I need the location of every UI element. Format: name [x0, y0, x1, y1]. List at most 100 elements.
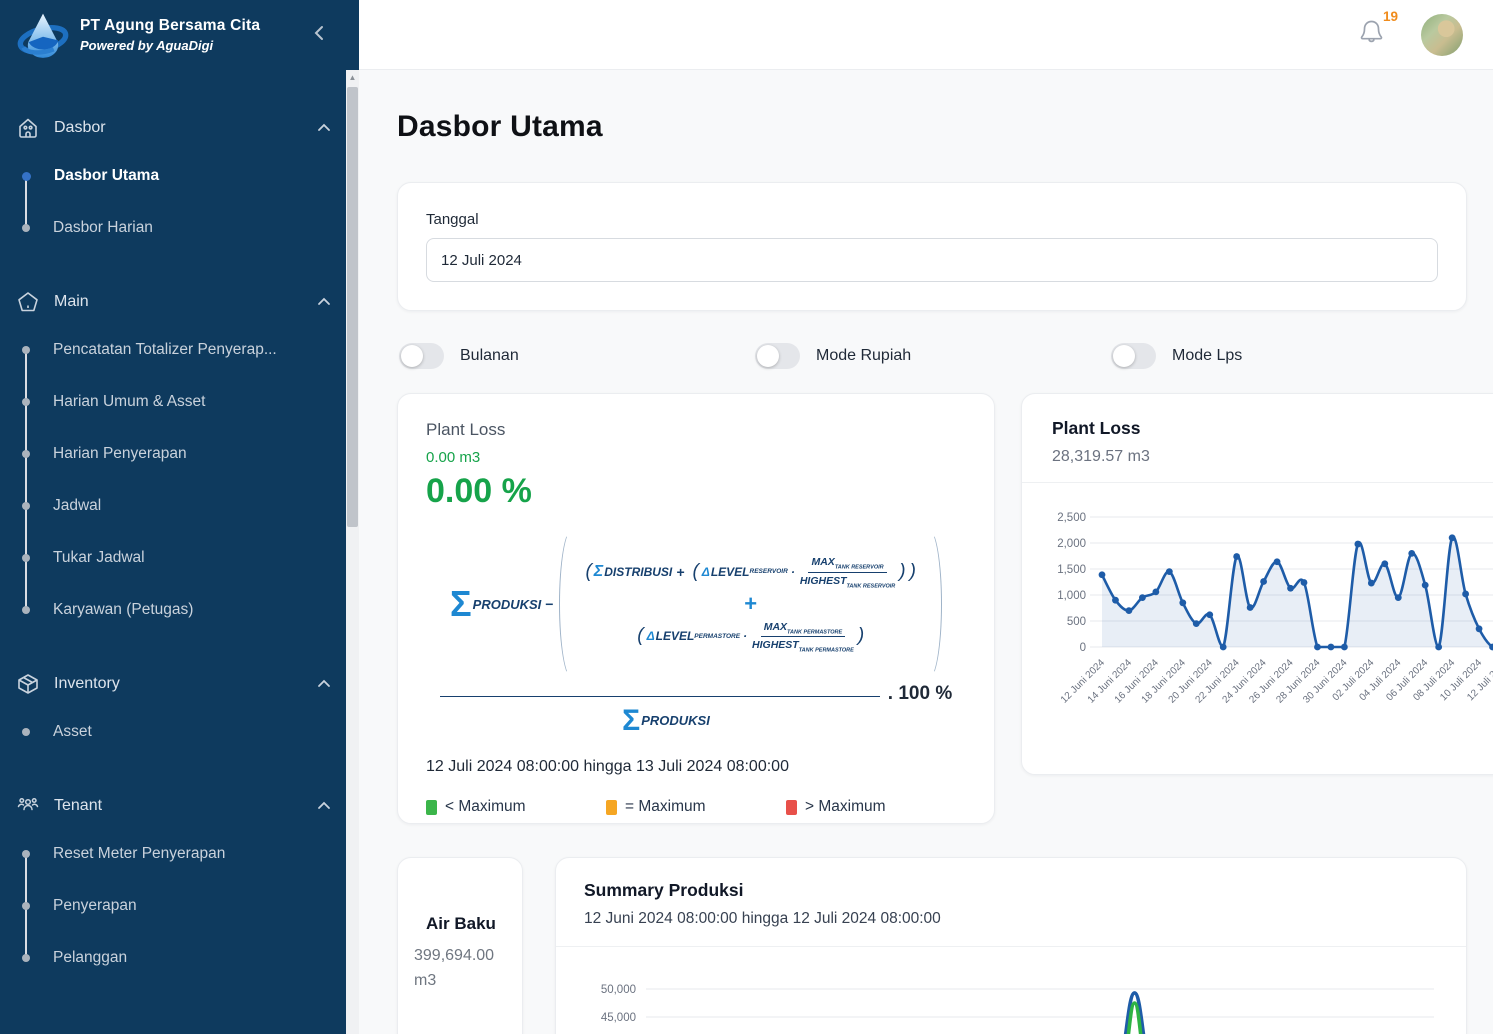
company-tagline: Powered by AguaDigi [80, 38, 214, 53]
svg-text:2,500: 2,500 [1057, 512, 1086, 524]
sidebar-section-header-inventory[interactable]: Inventory [0, 662, 346, 706]
sidebar-section-header-main[interactable]: Main [0, 280, 346, 324]
sidebar-item-karyawan-petugas[interactable]: Karyawan (Petugas) [0, 584, 346, 636]
sidebar-section-label: Tenant [54, 797, 103, 814]
bullet-icon [22, 954, 30, 962]
notification-badge: 19 [1382, 8, 1398, 24]
sidebar-collapse-button[interactable] [302, 20, 336, 51]
sidebar-scrollbar[interactable]: ▲ [346, 70, 359, 1034]
sidebar-item-pelanggan[interactable]: Pelanggan [0, 932, 346, 984]
sidebar: PT Agung Bersama Cita Powered by AguaDig… [0, 0, 359, 1034]
notification-button[interactable]: 19 [1358, 9, 1398, 52]
air-baku-title: Air Baku [426, 914, 496, 933]
green-square-icon [426, 799, 437, 815]
people-icon [17, 797, 39, 811]
summary-produksi-line-chart: 50,000 45,000 [601, 984, 1434, 1034]
scrollbar-up-arrow-icon[interactable]: ▲ [346, 70, 359, 85]
user-avatar[interactable] [1421, 13, 1463, 56]
bulanan-switch[interactable] [399, 343, 444, 369]
sidebar-item-tukar-jadwal[interactable]: Tukar Jadwal [0, 532, 346, 584]
date-label: Tanggal [426, 211, 479, 228]
svg-text:500: 500 [1067, 616, 1086, 628]
fraction-bar [439, 696, 880, 697]
plant-loss-chart-total: 28,319.57 m3 [1052, 448, 1150, 465]
sidebar-item-dasbor-utama[interactable]: Dasbor Utama [0, 150, 346, 202]
sidebar-item-harian-umum-asset[interactable]: Harian Umum & Asset [0, 376, 346, 428]
scrollbar-thumb[interactable] [347, 87, 358, 527]
plant-loss-title: Plant Loss [426, 420, 506, 439]
sidebar-item-pencatatan-totalizer[interactable]: Pencatatan Totalizer Penyerap... [0, 324, 346, 376]
summary-produksi-title: Summary Produksi [584, 880, 744, 900]
sidebar-header: PT Agung Bersama Cita Powered by AguaDig… [0, 0, 346, 70]
svg-text:1,000: 1,000 [1057, 590, 1086, 602]
chevron-up-icon [318, 801, 330, 809]
chevron-up-icon [318, 123, 330, 131]
times-100-percent: . 100 % [887, 683, 953, 704]
sidebar-item-dasbor-harian[interactable]: Dasbor Harian [0, 202, 346, 254]
sidebar-section-label: Inventory [54, 675, 120, 692]
chevron-left-icon [314, 25, 323, 40]
sidebar-section-dasbor: Dasbor Dasbor Utama Dasbor Harian [0, 106, 346, 254]
box-icon [18, 674, 38, 694]
chevron-up-icon [318, 679, 330, 687]
plant-loss-percent: 0.00 % [426, 472, 532, 510]
date-filter-card: Tanggal [397, 182, 1467, 311]
plant-loss-chart-card: Plant Loss 28,319.57 m3 0 500 1,000 1,500 2,… [1021, 393, 1493, 775]
toggle-mode-lps: Mode Lps [1111, 343, 1467, 369]
summary-produksi-period: 12 Juni 2024 08:00:00 hingga 12 Juli 202… [584, 910, 941, 927]
sidebar-item-harian-penyerapan[interactable]: Harian Penyerapan [0, 428, 346, 480]
card-divider [1022, 482, 1493, 483]
sidebar-section-inventory: Inventory Asset [0, 662, 346, 758]
big-paren-right [916, 529, 942, 679]
legend-item-equal-max: = Maximum [606, 798, 786, 816]
plant-loss-formula: Σ PRODUKSI − ( Σ DISTRIBUSI + ( Δ LEVEL RESER… [426, 529, 966, 736]
plant-loss-chart-title: Plant Loss [1052, 418, 1141, 438]
plant-loss-period: 12 Juli 2024 08:00:00 hingga 13 Juli 202… [426, 758, 789, 775]
sidebar-item-reset-meter-penyerapan[interactable]: Reset Meter Penyerapan [0, 828, 346, 880]
sidebar-section-header-dasbor[interactable]: Dasbor [0, 106, 346, 150]
mode-lps-switch[interactable] [1111, 343, 1156, 369]
svg-text:50,000: 50,000 [601, 984, 636, 996]
legend-item-below-max: < Maximum [426, 798, 606, 816]
sigma-symbol: Σ [450, 582, 472, 624]
home-building-icon [19, 118, 37, 138]
svg-text:45,000: 45,000 [601, 1012, 636, 1024]
svg-text:1,500: 1,500 [1057, 564, 1086, 576]
sidebar-item-jadwal[interactable]: Jadwal [0, 480, 346, 532]
svg-text:2,000: 2,000 [1057, 538, 1086, 550]
page-title: Dasbor Utama [397, 110, 603, 143]
bullet-icon [22, 502, 30, 510]
date-input[interactable] [426, 238, 1438, 282]
chevron-up-icon [318, 297, 330, 305]
air-baku-value: 399,694.00 m3 [414, 947, 495, 989]
toggles-row: Bulanan Mode Rupiah Mode Lps [399, 343, 1467, 369]
sidebar-section-header-tenant[interactable]: Tenant [0, 784, 346, 828]
bullet-icon [22, 171, 31, 181]
sidebar-item-penyerapan[interactable]: Penyerapan [0, 880, 346, 932]
bullet-icon [22, 450, 30, 458]
sidebar-item-asset[interactable]: Asset [0, 706, 346, 758]
sidebar-section-tenant: Tenant Reset Meter Penyerapan Penyerapan… [0, 784, 346, 984]
mode-rupiah-switch[interactable] [755, 343, 800, 369]
red-square-icon [786, 799, 797, 815]
card-divider [556, 946, 1466, 947]
bullet-icon [22, 902, 30, 910]
toggle-mode-rupiah: Mode Rupiah [755, 343, 1111, 369]
bullet-icon [22, 554, 30, 562]
bullet-icon [22, 606, 30, 614]
aguadigi-logo-icon [17, 13, 69, 58]
sidebar-section-main: Main Pencatatan Totalizer Penyerap... Ha… [0, 280, 346, 636]
main-content: Dasbor Utama Tanggal Bulanan Mode Rupiah… [359, 70, 1493, 1034]
plant-loss-summary-card: Plant Loss 0.00 m3 0.00 % Σ PRODUKSI − ( Σ… [397, 393, 995, 824]
svg-text:0: 0 [1080, 642, 1086, 654]
legend-item-above-max: > Maximum [786, 798, 966, 816]
bullet-icon [22, 728, 30, 736]
bullet-icon [22, 850, 30, 858]
orange-square-icon [606, 799, 617, 815]
pentagon-home-icon [18, 292, 38, 312]
summary-produksi-card: Summary Produksi 12 Juni 2024 08:00:00 h… [555, 857, 1467, 1034]
sidebar-section-label: Dasbor [54, 119, 106, 136]
toggle-bulanan: Bulanan [399, 343, 755, 369]
sidebar-section-label: Main [54, 293, 89, 310]
